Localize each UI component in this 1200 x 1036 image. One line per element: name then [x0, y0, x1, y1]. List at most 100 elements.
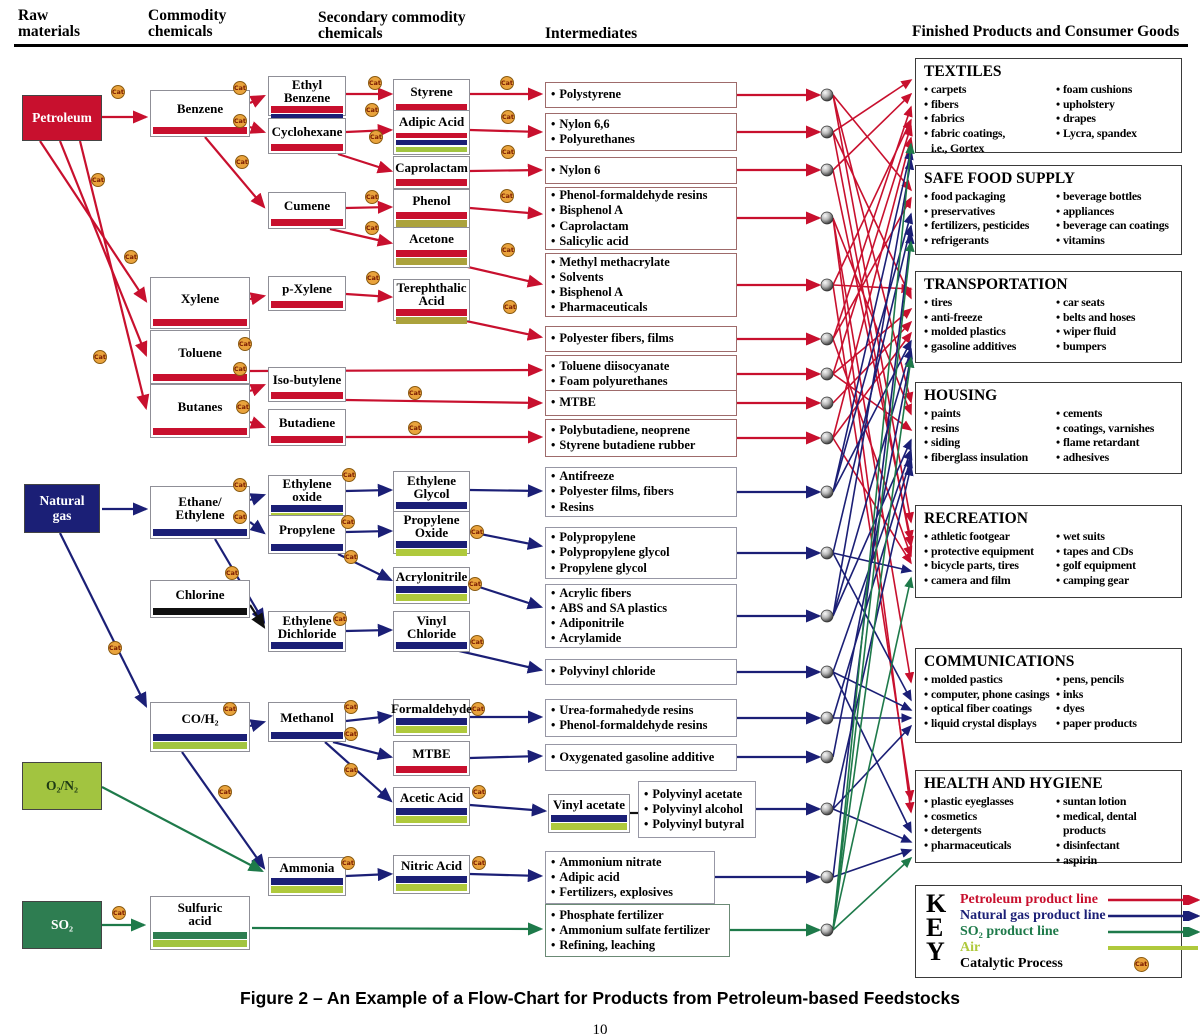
bullet-icon: •	[924, 435, 928, 450]
chem-box-label: Propylene	[278, 522, 336, 538]
flow-line	[249, 719, 267, 732]
catalyst-cat-icon: Cat	[344, 727, 358, 741]
bullet-icon: •	[1056, 406, 1060, 420]
intermediate-item: • Polyvinyl alcohol	[644, 802, 750, 817]
key-row-marker-arrow	[1106, 911, 1200, 921]
category-columns: • athletic footgear • protective equipment •…	[924, 529, 1173, 588]
intermediate-box-polyvinyl-chloride: • Polyvinyl chloride	[545, 659, 737, 685]
intermediate-item: • Polyester films, fibers	[551, 484, 731, 499]
intermediate-item: • Ammonium nitrate	[551, 855, 709, 870]
category-title: RECREATION	[924, 510, 1028, 527]
key-letter: E	[926, 912, 944, 942]
intermediate-item: • Polyester fibers, films	[551, 331, 731, 346]
intermediate-item: • Phenol-formaldehyde resins	[551, 718, 731, 733]
bullet-icon: •	[551, 854, 556, 869]
intermediate-item: • ABS and SA plastics	[551, 601, 731, 616]
bullet-icon: •	[924, 218, 928, 233]
bullet-icon: •	[1056, 558, 1060, 573]
intermediate-item-label: Methyl methacrylate	[559, 254, 670, 269]
product-line-stripe-air	[396, 726, 467, 733]
product-line-stripe-dkgreen	[153, 931, 247, 939]
category-item-label: drapes	[1062, 111, 1096, 126]
catalyst-cat-icon: Cat	[369, 130, 383, 144]
bullet-icon: •	[551, 749, 556, 764]
intermediate-item-label: Toluene diisocyanate	[559, 358, 670, 373]
bullet-icon: •	[551, 631, 556, 646]
bullet-icon: •	[924, 324, 928, 339]
catalyst-cat-icon: Cat	[233, 510, 247, 524]
intermediate-item: • Antifreeze	[551, 469, 731, 484]
catalyst-cat-icon: Cat	[108, 641, 122, 655]
bullet-icon: •	[924, 420, 928, 435]
flow-line	[832, 347, 913, 617]
category-col2: • wet suits • tapes and CDs • golf equipment •…	[1056, 529, 1173, 588]
flow-line	[345, 483, 394, 497]
chem-box-p-xylene: p-Xylene	[268, 276, 346, 311]
product-line-stripe-navy	[271, 114, 343, 121]
junction-node-ball	[820, 665, 834, 679]
product-line-stripe-red	[396, 132, 467, 138]
category-item: • bicycle parts, tires	[924, 558, 1056, 573]
intermediate-item: • Adipic acid	[551, 870, 709, 885]
chem-box-label: Styrene	[410, 84, 453, 100]
category-item-label: fertilizers, pesticides	[930, 218, 1030, 233]
category-columns: • food packaging • preservatives • fertilizer…	[924, 189, 1173, 248]
key-letter: Y	[926, 936, 945, 966]
flow-line	[345, 867, 394, 882]
bullet-icon: •	[924, 543, 928, 558]
flow-line	[832, 136, 914, 439]
intermediate-item-label: Styrene butadiene rubber	[559, 438, 696, 452]
bullet-icon: •	[551, 254, 556, 269]
column-header-raw: Raw materials	[18, 7, 80, 41]
bullet-icon: •	[924, 338, 928, 353]
category-box-recreation: RECREATION • athletic footgear • protective …	[915, 505, 1182, 598]
key-legend-box: K E Y Petroleum product line Natural gas pro…	[915, 885, 1200, 978]
chem-box-terephthalic-acid: Terephthalic Acid	[393, 279, 470, 324]
intermediate-item-label: Urea-formahedyde resins	[559, 702, 694, 717]
intermediate-item-label: Ammonium sulfate fertilizer	[559, 922, 711, 937]
product-line-stripe-red	[396, 211, 467, 219]
category-item: • detergents	[924, 823, 1056, 838]
intermediate-item: • Polypropylene glycol	[551, 545, 731, 560]
category-item: • tapes and CDs	[1056, 544, 1173, 559]
flow-line	[469, 125, 544, 139]
category-item-label: carpets	[930, 82, 967, 96]
category-item: • beverage bottles	[1056, 189, 1173, 204]
bullet-icon: •	[551, 938, 556, 953]
chem-box-ethylene-oxide: Ethylene oxide	[268, 475, 346, 520]
key-rows: Petroleum product line Natural gas produc…	[960, 892, 1200, 972]
chem-box-butanes: Butanes	[150, 384, 250, 438]
flow-line	[249, 493, 267, 506]
category-title: SAFE FOOD SUPPLY	[924, 170, 1076, 187]
flow-line	[249, 95, 266, 108]
product-line-stripe-red	[396, 179, 467, 186]
catalyst-cat-icon: Cat	[344, 763, 358, 777]
bullet-icon: •	[551, 438, 556, 452]
chem-box-ethyl-benzene: Ethyl Benzene	[268, 76, 346, 121]
category-item: • athletic footgear	[924, 529, 1056, 544]
category-box-transportation: TRANSPORTATION • tires • anti-freeze • molded …	[915, 271, 1182, 363]
category-col1: • carpets • fibers • fabrics • fabric coatings,…	[924, 82, 1056, 155]
intermediate-item-label: Acrylamide	[559, 631, 622, 646]
chem-box-phenol: Phenol	[393, 189, 470, 230]
category-item-label: pens, pencils	[1062, 672, 1124, 686]
category-item: • optical fiber coatings	[924, 701, 1056, 716]
intermediate-item: • Nylon 6,6	[551, 117, 731, 132]
raw-box-petroleum: Petroleum	[22, 95, 102, 141]
bullet-icon: •	[1056, 338, 1060, 353]
category-col1: • athletic footgear • protective equipment •…	[924, 529, 1056, 588]
category-item: • paper products	[1056, 716, 1173, 731]
intermediate-item-label: MTBE	[559, 395, 596, 410]
chem-box-ammonia: Ammonia	[268, 857, 346, 896]
category-item-label: wiper fluid	[1062, 324, 1116, 339]
junction-node-ball	[820, 125, 834, 139]
intermediate-item-label: Bisphenol A	[559, 203, 624, 218]
product-line-stripe-navy	[271, 642, 343, 649]
chem-box-label: Caprolactam	[395, 160, 468, 176]
flow-line	[345, 524, 394, 538]
intermediate-item-label: Polybutadiene, neoprene	[559, 422, 690, 437]
intermediate-item-label: Polyurethanes	[559, 132, 635, 146]
chem-box-toluene: Toluene	[150, 330, 250, 384]
category-item: • dyes	[1056, 701, 1173, 716]
